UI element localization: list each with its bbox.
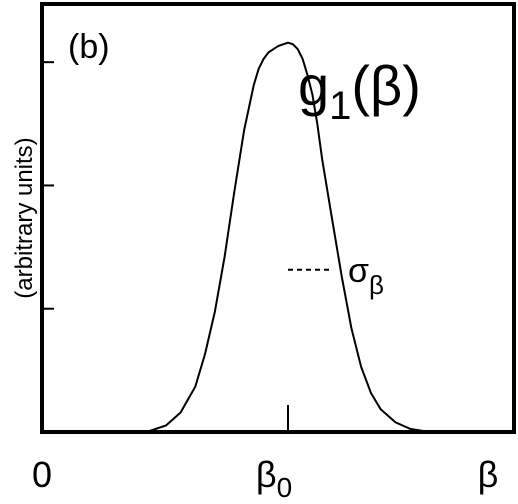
- x-axis-label: β: [478, 454, 499, 495]
- x-tick-label-beta0: β0: [256, 454, 292, 503]
- plot-frame: [40, 2, 516, 434]
- chart-title: g1(β): [298, 54, 421, 128]
- sigma-annotation: σβ: [348, 252, 384, 300]
- series-curve: [146, 41, 430, 433]
- x-tick-label-zero: 0: [32, 454, 52, 495]
- y-axis-label: (arbitrary units): [11, 137, 38, 298]
- panel-label: (b): [68, 28, 110, 66]
- y-axis-ticks: [44, 61, 54, 310]
